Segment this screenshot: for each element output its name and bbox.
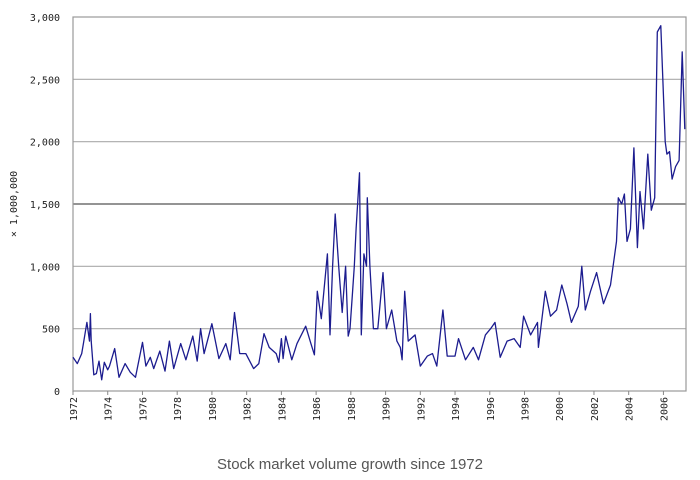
x-tick-label: 1990 [382,397,393,421]
plot-border [72,16,687,392]
y-axis: 0 500 1,000 1,500 2,000 2,500 3,000 [30,13,60,398]
y-tick-label: 2,000 [30,138,60,149]
x-tick-label: 1986 [312,397,323,421]
y-tick-label: 2,500 [30,75,60,86]
x-tick-label: 1972 [69,397,80,421]
y-tick-label: 1,500 [30,200,60,211]
x-tick-label: 1984 [277,397,288,421]
x-tick-label: 1996 [486,397,497,421]
x-tick-label: 1988 [347,397,358,421]
y-tick-label: 500 [42,325,60,336]
x-tick-label: 2002 [590,397,601,421]
y-tick-label: 0 [54,387,60,398]
x-tick-label: 1998 [521,397,532,421]
x-tick-label: 1976 [138,397,149,421]
gridlines [73,78,686,330]
x-tick-label: 1992 [416,397,427,421]
x-axis: 1972 1974 1976 1978 1980 1982 1984 1986 1988 1990… [69,391,670,421]
x-tick-label: 1978 [173,397,184,421]
x-tick-label: 1994 [451,397,462,421]
y-tick-label: 1,000 [30,262,60,273]
x-tick-label: 2000 [555,397,566,421]
y-tick-label: 3,000 [30,13,60,24]
x-tick-label: 2004 [625,397,636,421]
y-axis-label: × 1,000,000 [9,171,20,237]
x-tick-label: 1980 [208,397,219,421]
series-line-volume [72,25,686,381]
x-tick-label: 1982 [243,397,254,421]
x-tick-label: 2006 [659,397,670,421]
x-tick-label: 1974 [104,397,115,421]
chart-caption: Stock market volume growth since 1972 [217,456,483,473]
